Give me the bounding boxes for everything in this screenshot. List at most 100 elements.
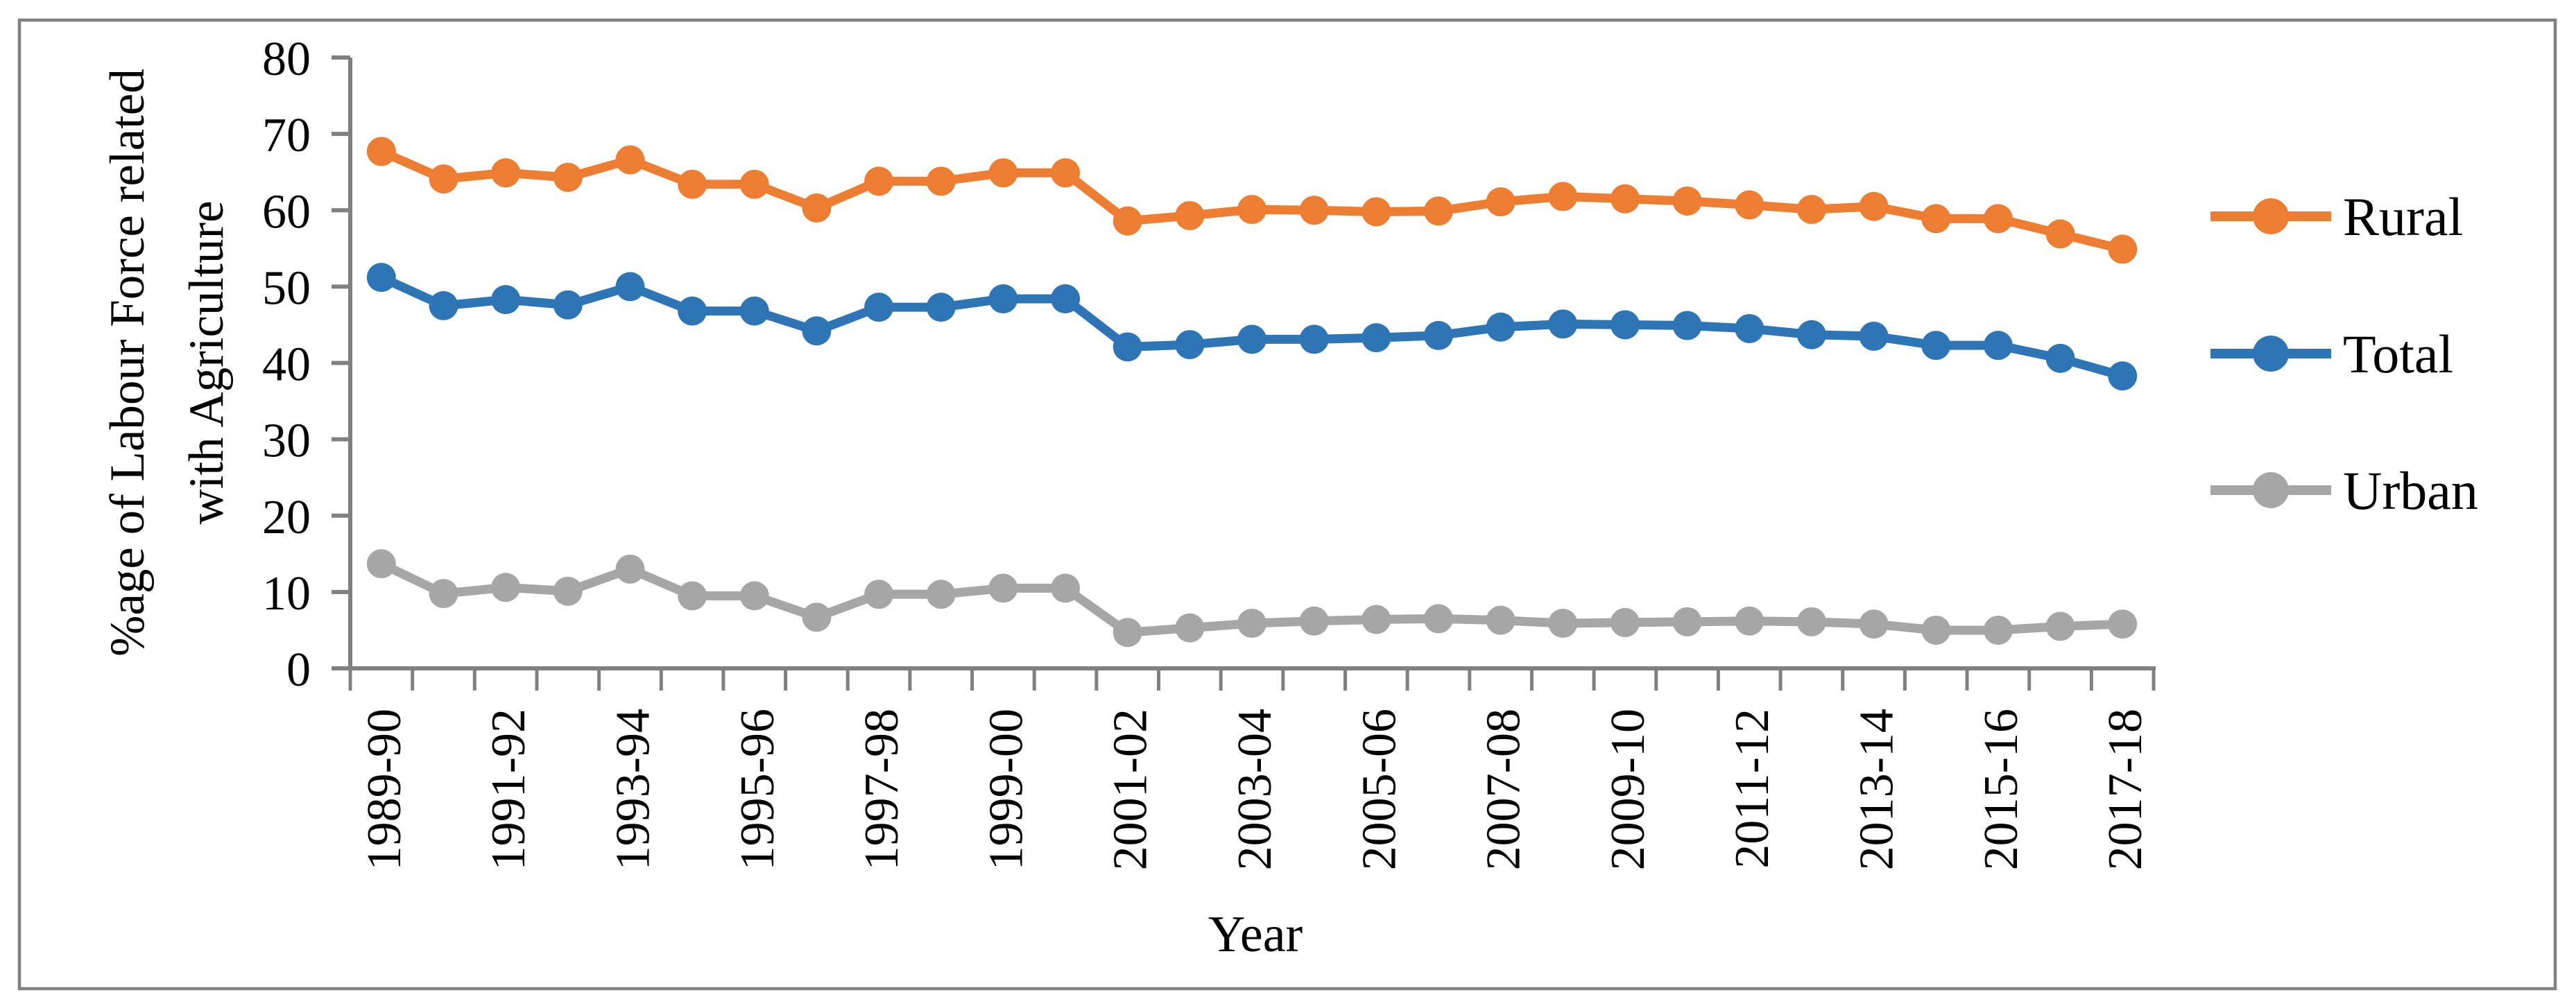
legend-urban-label: Urban <box>2343 460 2478 521</box>
y-tick-label: 10 <box>262 567 311 621</box>
series-total-point-2006-07 <box>1423 320 1453 350</box>
y-tick-label: 30 <box>262 415 311 468</box>
series-urban-point-2013-14 <box>1859 609 1889 639</box>
series-rural-point-2008-09 <box>1548 182 1578 211</box>
series-rural-point-2000-01 <box>1051 158 1081 188</box>
series-urban-point-2016-17 <box>2045 612 2075 641</box>
x-tick-label: 1995-96 <box>731 709 784 870</box>
series-rural-point-1996-97 <box>802 193 832 223</box>
series-total-point-1997-98 <box>864 293 894 322</box>
x-tick-label: 2009-10 <box>1602 709 1655 870</box>
series-total-point-2000-01 <box>1051 284 1081 313</box>
legend-rural-label: Rural <box>2343 187 2463 247</box>
series-rural-point-1991-92 <box>491 158 521 188</box>
series-total-point-2005-06 <box>1362 323 1391 353</box>
series-total-point-2003-04 <box>1237 324 1266 354</box>
series-rural-point-2006-07 <box>1423 196 1453 226</box>
legend-item-urban: Urban <box>2210 460 2478 521</box>
series-rural-point-1992-93 <box>553 162 583 192</box>
series-total-point-2008-09 <box>1548 309 1578 339</box>
series-total-point-2002-03 <box>1175 330 1205 360</box>
series-urban-point-2002-03 <box>1175 613 1205 643</box>
series-urban-point-2005-06 <box>1362 605 1391 634</box>
series-rural-point-2003-04 <box>1237 195 1266 225</box>
series-total-point-2016-17 <box>2045 343 2075 373</box>
x-tick-label: 1993-94 <box>606 709 660 870</box>
series-urban-point-1990-91 <box>429 579 458 609</box>
series-total-point-1990-91 <box>429 290 458 320</box>
series-total-point-1992-93 <box>553 290 583 320</box>
y-tick-label: 40 <box>262 338 311 392</box>
x-tick-label: 1991-92 <box>482 709 535 870</box>
series-rural-point-1998-99 <box>926 166 956 196</box>
y-axis-title-line2: with Agriculture <box>180 200 234 524</box>
series-total-point-1998-99 <box>926 293 956 322</box>
legend-total-label: Total <box>2343 324 2453 384</box>
series-rural-point-2014-15 <box>1921 204 1951 234</box>
series-urban-point-1999-00 <box>988 573 1018 603</box>
series-total-point-1995-96 <box>739 296 769 326</box>
y-tick-label: 60 <box>262 185 311 239</box>
series-urban-point-2001-02 <box>1113 618 1142 648</box>
series-rural-point-1994-95 <box>678 169 707 199</box>
x-tick-label: 2013-14 <box>1851 709 1904 870</box>
y-tick-label: 20 <box>262 491 311 544</box>
legend-item-total: Total <box>2210 324 2453 384</box>
x-tick-label: 2015-16 <box>1975 709 2028 870</box>
series-total-point-2014-15 <box>1921 331 1951 361</box>
series-urban-point-1992-93 <box>553 576 583 606</box>
series-urban-point-2015-16 <box>1983 615 2013 645</box>
series-total-point-2010-11 <box>1672 311 1702 340</box>
series-urban-point-2000-01 <box>1051 573 1081 603</box>
series-total-point-2001-02 <box>1113 332 1142 362</box>
series-urban-point-2004-05 <box>1299 606 1329 636</box>
series-urban-point-1991-92 <box>491 573 521 602</box>
series-rural-point-2015-16 <box>1983 204 2013 234</box>
series-total-point-2011-12 <box>1735 313 1764 343</box>
series-rural-point-2010-11 <box>1672 187 1702 216</box>
series-urban-point-2007-08 <box>1486 605 1515 635</box>
series-total-point-2004-05 <box>1299 324 1329 354</box>
series-urban-point-1996-97 <box>802 602 832 632</box>
series-rural-point-2001-02 <box>1113 206 1142 236</box>
series-urban-point-2008-09 <box>1548 609 1578 639</box>
series-total-point-2015-16 <box>1983 331 2013 361</box>
x-tick-label: 2005-06 <box>1353 709 1406 870</box>
x-tick-label: 1989-90 <box>358 709 411 870</box>
series-rural-point-2012-13 <box>1796 195 1826 225</box>
x-tick-label: 2017-18 <box>2099 709 2152 870</box>
series-total-point-2017-18 <box>2108 361 2138 391</box>
series-urban-point-2010-11 <box>1672 607 1702 636</box>
x-tick-label: 2001-02 <box>1104 709 1158 870</box>
series-rural-point-1999-00 <box>988 158 1018 188</box>
y-tick-label: 50 <box>262 261 311 315</box>
y-axis-title-line1: %age of Labour Force related <box>101 69 155 657</box>
series-total-point-1999-00 <box>988 284 1018 313</box>
series-total-point-2009-10 <box>1610 310 1640 340</box>
legend-item-rural: Rural <box>2210 187 2463 247</box>
series-rural-point-2004-05 <box>1299 196 1329 225</box>
series-rural-point-2009-10 <box>1610 184 1640 214</box>
legend-total-dot-icon <box>2253 336 2289 372</box>
series-rural-point-2011-12 <box>1735 190 1764 220</box>
x-tick-label: 1997-98 <box>855 709 909 870</box>
legend-rural-dot-icon <box>2253 198 2289 234</box>
series-urban-point-2009-10 <box>1610 607 1640 637</box>
series-urban-point-2003-04 <box>1237 609 1266 639</box>
series-urban-point-1998-99 <box>926 580 956 609</box>
series-urban-point-2011-12 <box>1735 606 1764 636</box>
series-total-point-1989-90 <box>366 263 396 293</box>
series-urban-point-2012-13 <box>1796 607 1826 636</box>
series-urban-point-2006-07 <box>1423 604 1453 634</box>
series-total-point-1996-97 <box>802 316 832 346</box>
series-rural-point-1993-94 <box>615 145 645 175</box>
x-tick-label: 2003-04 <box>1228 709 1282 870</box>
series-urban-point-1989-90 <box>366 549 396 579</box>
series-urban-point-2017-18 <box>2108 609 2138 639</box>
series-total-point-1991-92 <box>491 285 521 315</box>
legend: Rural Total Urban <box>2210 187 2478 521</box>
series-total-point-2012-13 <box>1796 320 1826 349</box>
series-urban-point-1997-98 <box>864 580 894 609</box>
series-rural-point-2002-03 <box>1175 200 1205 230</box>
